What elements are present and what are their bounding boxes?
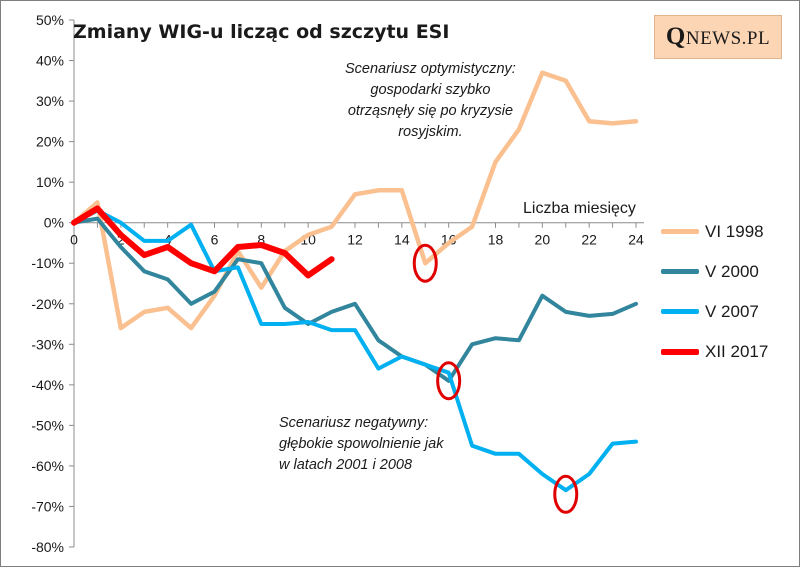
x-axis-title: Liczba miesięcy bbox=[523, 200, 636, 217]
series-line-xii-2017 bbox=[71, 205, 335, 279]
x-tick-label: 22 bbox=[581, 232, 597, 248]
optimistic-line-2: gospodarki szybko bbox=[370, 82, 491, 98]
optimistic-line-1: Scenariusz optymistyczny: bbox=[345, 61, 516, 77]
legend-swatch-v-2007 bbox=[661, 309, 699, 314]
negative-line-1: Scenariusz negatywny: bbox=[279, 415, 429, 431]
legend-label-v-2000: V 2000 bbox=[705, 261, 759, 281]
legend-label-v-2007: V 2007 bbox=[705, 301, 759, 321]
series-line-vi-1998 bbox=[71, 70, 639, 331]
y-tick-label: -50% bbox=[31, 417, 64, 433]
negative-line-2: głębokie spowolnienie jak bbox=[279, 436, 444, 452]
x-tick-label: 6 bbox=[211, 232, 219, 248]
legend-label-vi-1998: VI 1998 bbox=[705, 221, 764, 241]
highlight-circle bbox=[436, 361, 462, 401]
x-tick-label: 2 bbox=[117, 232, 125, 248]
y-tick-label: 0% bbox=[44, 215, 64, 231]
highlight-circle bbox=[553, 474, 579, 514]
y-tick-label: -70% bbox=[31, 498, 64, 514]
legend-item-v-2007: V 2007 bbox=[661, 298, 768, 325]
x-tick-label: 18 bbox=[488, 232, 504, 248]
negative-scenario-note: Scenariusz negatywny: głębokie spowolnie… bbox=[279, 413, 443, 476]
series-line-v-2007 bbox=[72, 208, 638, 493]
x-tick-label: 14 bbox=[394, 232, 410, 248]
x-tick-label: 12 bbox=[347, 232, 363, 248]
y-tick-label: -30% bbox=[31, 336, 64, 352]
y-tick-label: 20% bbox=[36, 134, 64, 150]
y-tick-label: 30% bbox=[36, 93, 64, 109]
legend-item-vi-1998: VI 1998 bbox=[661, 218, 768, 245]
y-tick-label: 10% bbox=[36, 174, 64, 190]
qnews-logo: QNEWS.PL bbox=[654, 15, 782, 59]
logo-text: QNEWS.PL bbox=[666, 23, 770, 51]
legend: VI 1998 V 2000 V 2007 XII 2017 bbox=[661, 218, 768, 378]
series-line-v-2000 bbox=[72, 216, 638, 383]
legend-item-v-2000: V 2000 bbox=[661, 258, 768, 285]
highlight-circle bbox=[412, 243, 438, 283]
optimistic-line-4: rosyjskim. bbox=[398, 124, 463, 140]
logo-rest: NEWS.PL bbox=[685, 28, 771, 49]
chart-title: Zmiany WIG-u licząc od szczytu ESI bbox=[73, 21, 450, 43]
optimistic-line-3: otrząsnęły się po kryzysie bbox=[347, 103, 514, 119]
y-tick-label: -10% bbox=[31, 255, 64, 271]
y-tick-label: -60% bbox=[31, 458, 64, 474]
legend-swatch-xii-2017 bbox=[661, 348, 699, 355]
x-tick-label: 0 bbox=[70, 232, 78, 248]
legend-swatch-vi-1998 bbox=[661, 229, 699, 234]
x-tick-label: 20 bbox=[535, 232, 551, 248]
x-tick-label: 24 bbox=[628, 232, 644, 248]
legend-label-xii-2017: XII 2017 bbox=[705, 341, 769, 361]
legend-item-xii-2017: XII 2017 bbox=[661, 338, 768, 365]
optimistic-scenario-note: Scenariusz optymistyczny: gospodarki szy… bbox=[345, 59, 516, 143]
y-tick-label: -80% bbox=[31, 539, 64, 555]
y-tick-label: -40% bbox=[31, 377, 64, 393]
y-tick-label: -20% bbox=[31, 296, 64, 312]
negative-line-3: w latach 2001 i 2008 bbox=[279, 457, 413, 473]
x-tick-label: 8 bbox=[257, 232, 265, 248]
y-tick-label: 40% bbox=[36, 53, 64, 69]
legend-swatch-v-2000 bbox=[661, 269, 699, 274]
y-tick-label: 50% bbox=[36, 12, 64, 28]
logo-letter-q: Q bbox=[665, 23, 686, 50]
